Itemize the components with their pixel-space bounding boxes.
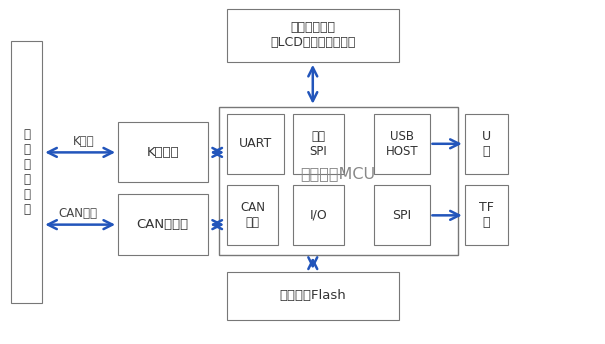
Text: SPI: SPI [392, 209, 411, 222]
Bar [227, 185, 278, 245]
Text: 人机交互单元
（LCD显示屏、按键）: 人机交互单元 （LCD显示屏、按键） [270, 21, 356, 49]
Text: USB
HOST: USB HOST [385, 130, 418, 158]
Text: 微控制器MCU: 微控制器MCU [300, 166, 375, 181]
Bar [11, 41, 42, 303]
Bar [227, 114, 284, 174]
Bar [227, 9, 399, 62]
Text: 汽
车
诊
断
接
口: 汽 车 诊 断 接 口 [23, 128, 30, 216]
Text: I/O: I/O [310, 209, 327, 222]
Bar [118, 194, 208, 255]
Bar [219, 107, 458, 255]
Bar [293, 114, 344, 174]
Bar [465, 185, 508, 245]
Text: CAN驱动器: CAN驱动器 [137, 218, 189, 231]
Text: TF
卡: TF 卡 [479, 201, 494, 229]
Bar [374, 114, 430, 174]
Text: 模拟
SPI: 模拟 SPI [310, 130, 327, 158]
Text: CAN
模块: CAN 模块 [240, 201, 265, 229]
Bar [293, 185, 344, 245]
Text: U
盘: U 盘 [482, 130, 491, 158]
Bar [374, 185, 430, 245]
Text: UART: UART [239, 137, 272, 150]
Bar [465, 114, 508, 174]
Text: 数据存储Flash: 数据存储Flash [280, 289, 347, 302]
Bar [227, 272, 399, 320]
Text: K驱动器: K驱动器 [146, 146, 179, 159]
Text: K总线: K总线 [73, 135, 94, 148]
Text: CAN总线: CAN总线 [58, 207, 97, 220]
Bar [118, 122, 208, 182]
